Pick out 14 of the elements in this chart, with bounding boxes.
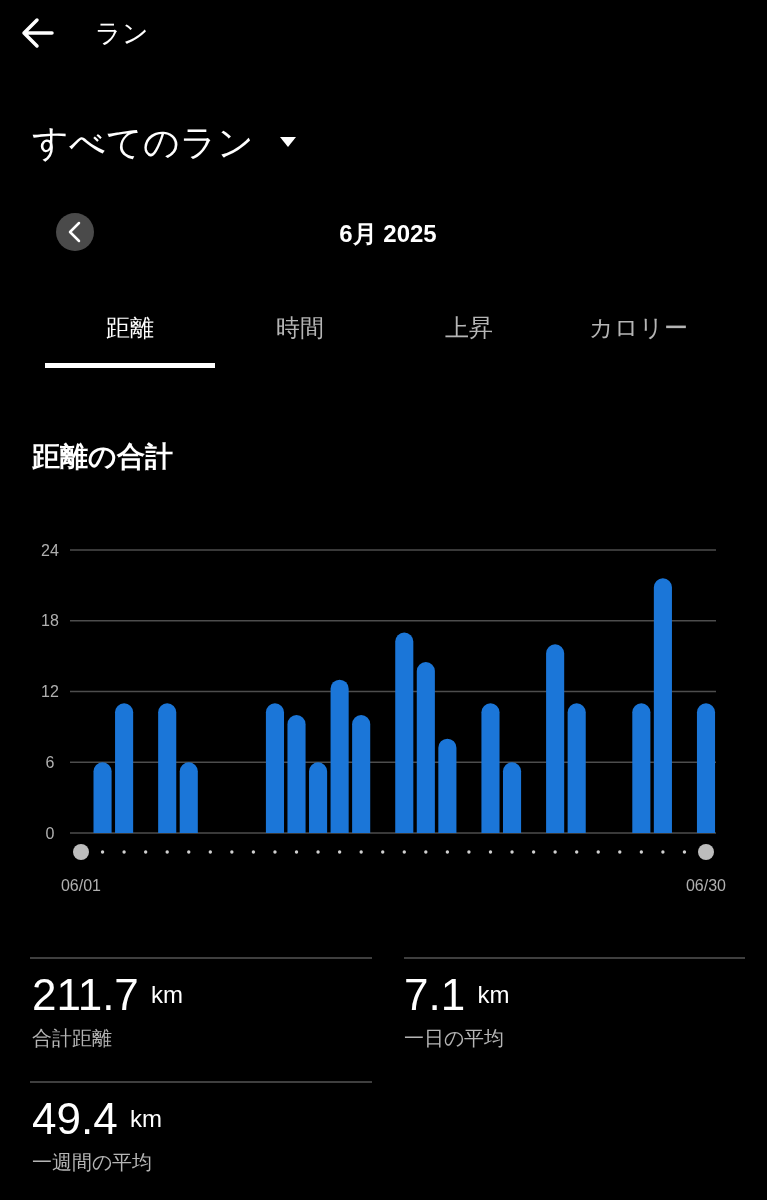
annotation: 一週間の平均 [32, 1151, 152, 1173]
annotation: 7.1 km [404, 969, 510, 1019]
annotation: 6月 2025 [339, 219, 437, 247]
annotation: すべてのラン [32, 121, 254, 163]
title: 距離の合計 [32, 440, 173, 472]
annotation: 一日の平均 [404, 1027, 504, 1049]
annotation: 距離 [106, 313, 154, 341]
annotation: 合計距離 [32, 1027, 112, 1049]
annotation: ラン [95, 18, 149, 48]
annotation: 211.7 km [32, 969, 184, 1019]
annotation: 49.4 km [32, 1093, 162, 1143]
annotation: 上昇 [445, 313, 493, 341]
annotation: カロリー [588, 313, 688, 341]
annotation: 時間 [276, 313, 324, 341]
